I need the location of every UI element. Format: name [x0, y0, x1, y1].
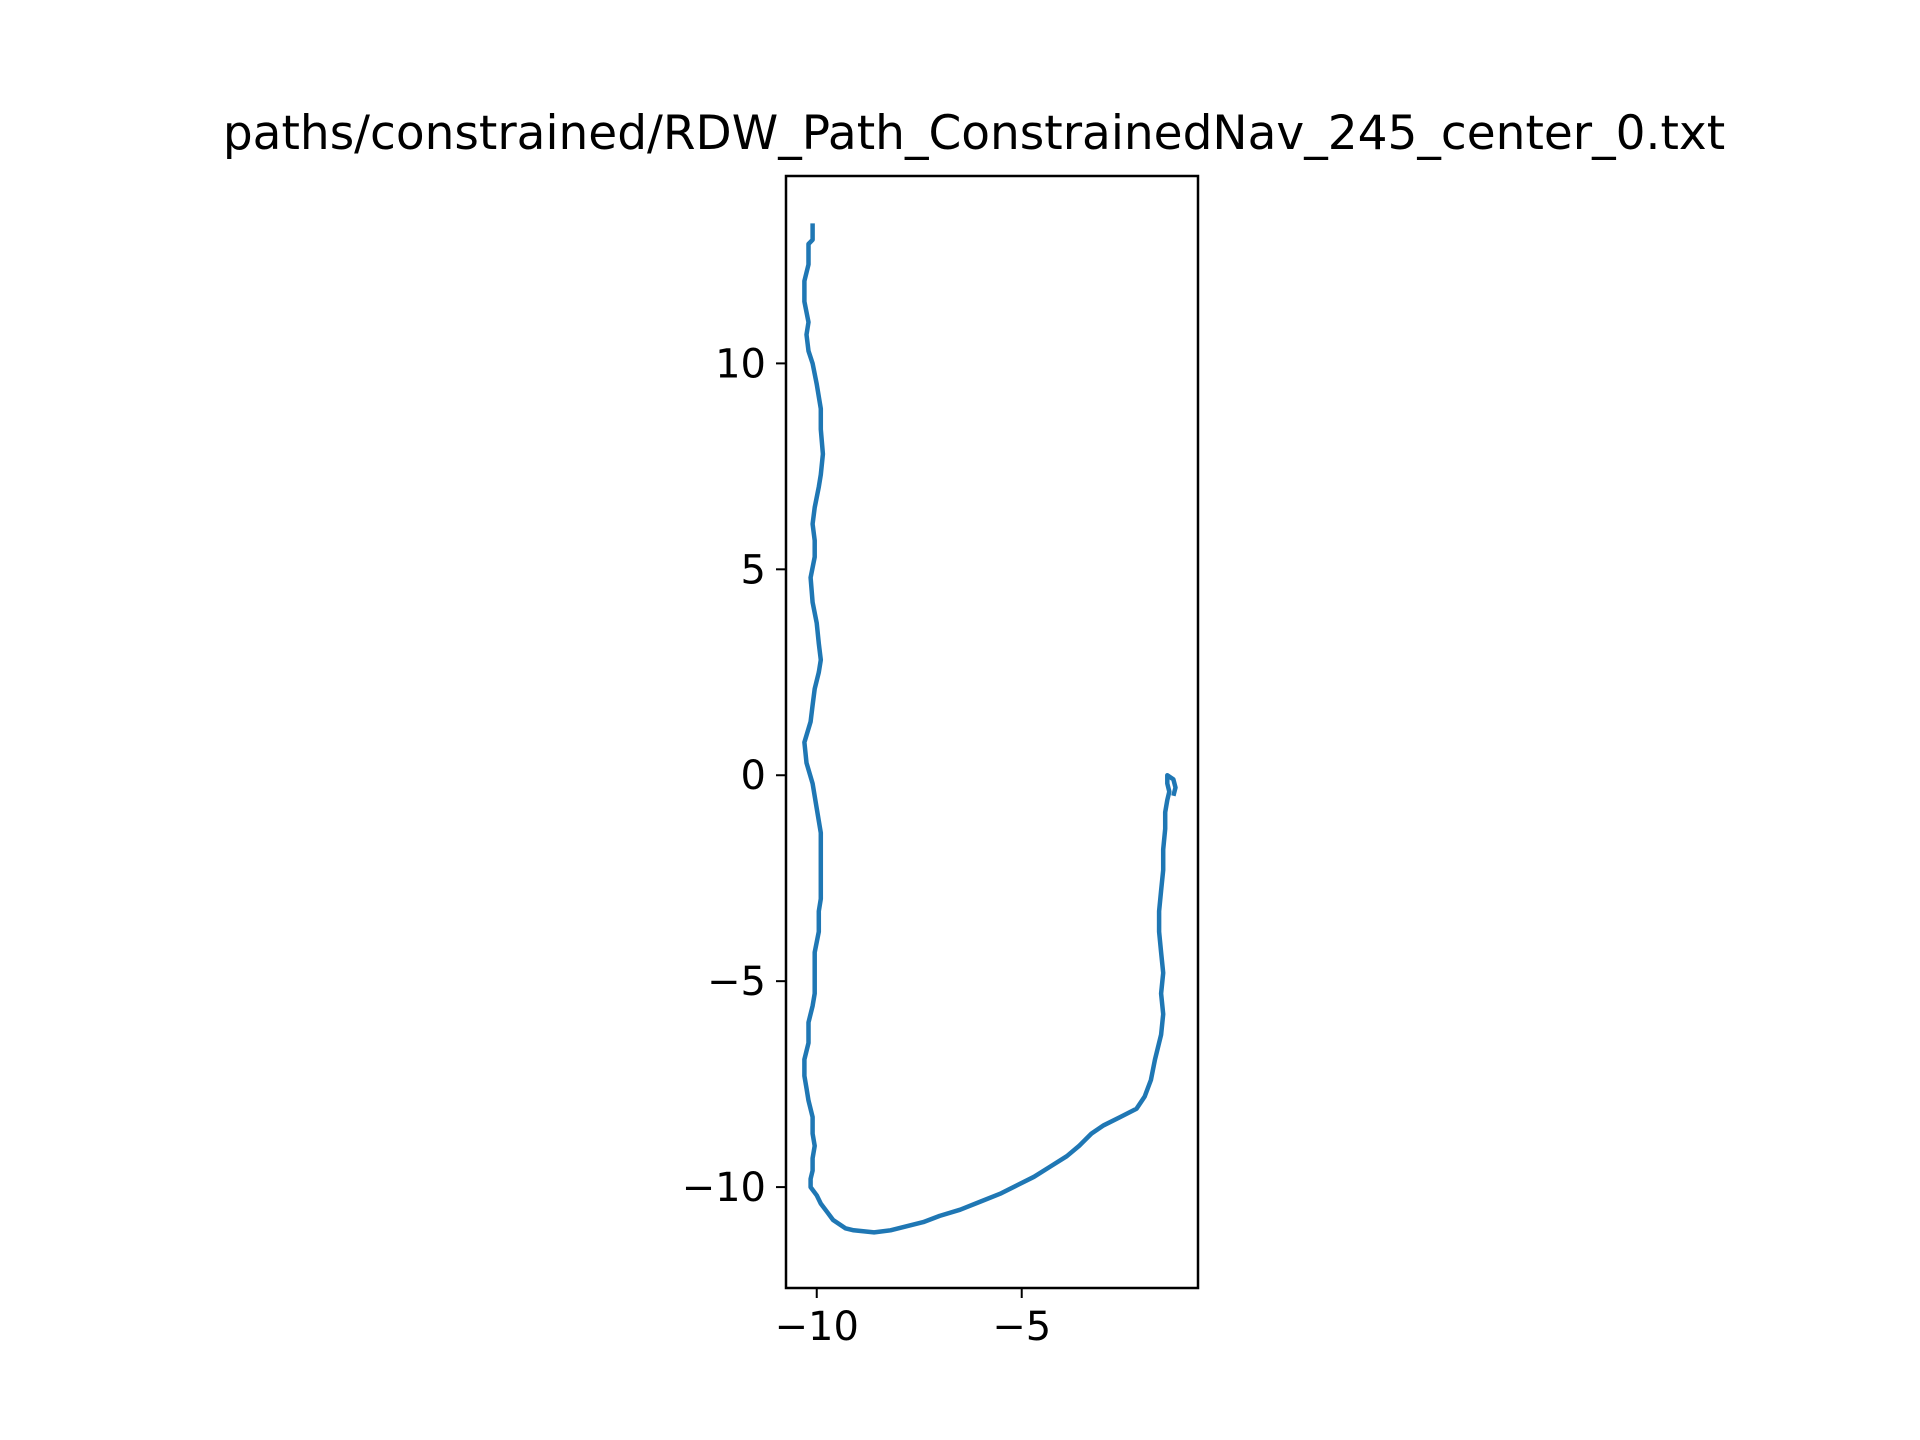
axes-frame — [784, 174, 1200, 1290]
series-layer — [802, 223, 1178, 1235]
y-tick-label: −10 — [682, 1165, 766, 1211]
y-axis: 10 5 0 −5 −10 — [682, 341, 786, 1211]
y-tick-label: −5 — [707, 959, 766, 1005]
y-tick-label: 0 — [741, 753, 766, 799]
x-tick-label: −10 — [775, 1304, 859, 1350]
x-tick-label: −5 — [992, 1304, 1051, 1350]
y-tick-label: 5 — [741, 547, 766, 593]
plot-area — [784, 174, 1200, 1290]
x-axis: −10 −5 — [775, 1288, 1051, 1350]
series-line-0 — [802, 223, 1178, 1235]
y-tick-label: 10 — [715, 341, 766, 387]
chart-title: paths/constrained/RDW_Path_ConstrainedNa… — [223, 106, 1725, 161]
